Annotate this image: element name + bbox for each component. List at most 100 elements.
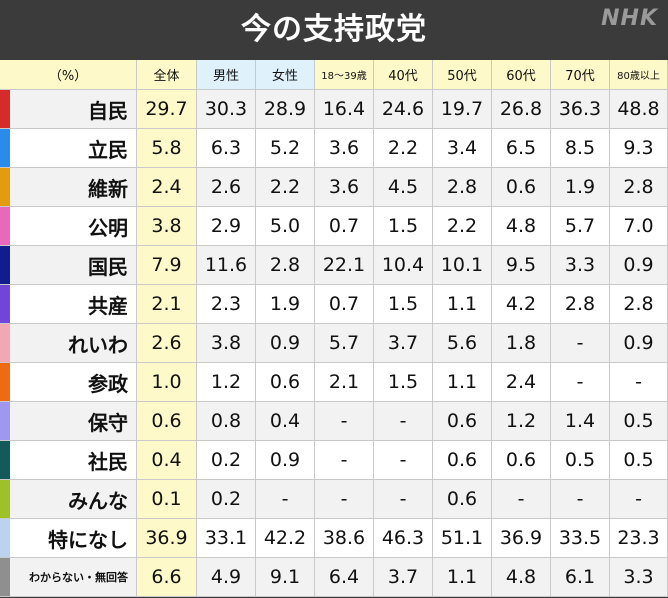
party-color-swatch <box>0 90 10 129</box>
table-cell: 1.1 <box>433 285 492 324</box>
column-header: 50代 <box>433 60 492 90</box>
table-cell: 0.9 <box>610 246 668 285</box>
table-cell: 36.9 <box>137 519 197 558</box>
table-cell: 5.7 <box>551 207 610 246</box>
table-cell: 33.1 <box>197 519 256 558</box>
party-label: 共産 <box>10 285 137 324</box>
party-color-swatch <box>0 519 10 558</box>
chart-title: 今の支持政党 <box>241 12 427 47</box>
table-cell: 3.3 <box>610 558 668 597</box>
table-cell: 1.4 <box>551 402 610 441</box>
party-label: 公明 <box>10 207 137 246</box>
table-cell: 6.5 <box>492 129 551 168</box>
party-label: 保守 <box>10 402 137 441</box>
table-cell: 2.4 <box>492 363 551 402</box>
table-cell: 2.8 <box>256 246 315 285</box>
table-cell: 6.3 <box>197 129 256 168</box>
party-color-swatch <box>0 168 10 207</box>
table-cell: 1.8 <box>492 324 551 363</box>
table-cell: - <box>551 324 610 363</box>
table-cell: 0.5 <box>610 441 668 480</box>
table-cell: 36.3 <box>551 90 610 129</box>
table-cell: 2.8 <box>610 168 668 207</box>
table-cell: 24.6 <box>374 90 433 129</box>
table-cell: 2.1 <box>137 285 197 324</box>
table-cell: 10.4 <box>374 246 433 285</box>
table-cell: 33.5 <box>551 519 610 558</box>
table-cell: 0.6 <box>492 441 551 480</box>
table-cell: 6.1 <box>551 558 610 597</box>
table-cell: - <box>551 363 610 402</box>
table-cell: 3.3 <box>551 246 610 285</box>
broadcaster-logo: NHK <box>601 6 658 31</box>
party-color-swatch <box>0 324 10 363</box>
table-cell: 1.5 <box>374 207 433 246</box>
table-cell: 1.5 <box>374 285 433 324</box>
table-cell: 2.2 <box>374 129 433 168</box>
title-bar: 今の支持政党 NHK <box>0 0 668 60</box>
table-cell: 0.5 <box>610 402 668 441</box>
party-label: 自民 <box>10 90 137 129</box>
column-header: 男性 <box>197 60 256 90</box>
table-cell: 51.1 <box>433 519 492 558</box>
party-color-swatch <box>0 207 10 246</box>
party-label: 維新 <box>10 168 137 207</box>
party-color-swatch <box>0 441 10 480</box>
table-cell: 3.7 <box>374 558 433 597</box>
table-cell: 23.3 <box>610 519 668 558</box>
table-cell: 0.8 <box>197 402 256 441</box>
column-header: 80歳以上 <box>610 60 668 90</box>
table-cell: 2.6 <box>137 324 197 363</box>
table-cell: - <box>256 480 315 519</box>
table-cell: 3.4 <box>433 129 492 168</box>
table-cell: 22.1 <box>315 246 374 285</box>
column-header: 女性 <box>256 60 315 90</box>
table-cell: 0.2 <box>197 441 256 480</box>
table-cell: - <box>374 441 433 480</box>
table-cell: 0.7 <box>315 207 374 246</box>
table-cell: - <box>315 441 374 480</box>
table-cell: 2.3 <box>197 285 256 324</box>
table-cell: 1.1 <box>433 558 492 597</box>
table-cell: 1.9 <box>551 168 610 207</box>
party-label: 社民 <box>10 441 137 480</box>
party-label: れいわ <box>10 324 137 363</box>
party-color-swatch <box>0 558 10 597</box>
party-label: 特になし <box>10 519 137 558</box>
table-cell: 2.4 <box>137 168 197 207</box>
table-cell: 4.5 <box>374 168 433 207</box>
table-cell: 29.7 <box>137 90 197 129</box>
table-cell: 0.6 <box>433 402 492 441</box>
column-header: 全体 <box>137 60 197 90</box>
table-cell: 38.6 <box>315 519 374 558</box>
table-cell: 1.2 <box>492 402 551 441</box>
table-cell: 10.1 <box>433 246 492 285</box>
table-cell: 2.8 <box>433 168 492 207</box>
party-label: みんな <box>10 480 137 519</box>
table-cell: 5.7 <box>315 324 374 363</box>
table-cell: 9.1 <box>256 558 315 597</box>
table-cell: 9.5 <box>492 246 551 285</box>
table-cell: 0.4 <box>137 441 197 480</box>
table-cell: 0.4 <box>256 402 315 441</box>
table-cell: 2.6 <box>197 168 256 207</box>
table-cell: 16.4 <box>315 90 374 129</box>
party-color-swatch <box>0 129 10 168</box>
table-cell: 9.3 <box>610 129 668 168</box>
table-cell: - <box>551 480 610 519</box>
support-table: （%） 全体 男性 女性 18～39歳 40代 50代 60代 70代 80歳以上 自民 29.7 30… <box>0 60 668 598</box>
table-cell: 2.9 <box>197 207 256 246</box>
table-cell: 6.6 <box>137 558 197 597</box>
table-cell: 2.8 <box>610 285 668 324</box>
table-cell: 42.2 <box>256 519 315 558</box>
table-cell: - <box>374 480 433 519</box>
table-cell: 0.6 <box>256 363 315 402</box>
table-cell: 30.3 <box>197 90 256 129</box>
table-cell: 3.6 <box>315 168 374 207</box>
table-cell: 5.0 <box>256 207 315 246</box>
party-color-swatch <box>0 480 10 519</box>
table-cell: 36.9 <box>492 519 551 558</box>
table-cell: 2.2 <box>433 207 492 246</box>
table-cell: 28.9 <box>256 90 315 129</box>
table-cell: 0.6 <box>137 402 197 441</box>
